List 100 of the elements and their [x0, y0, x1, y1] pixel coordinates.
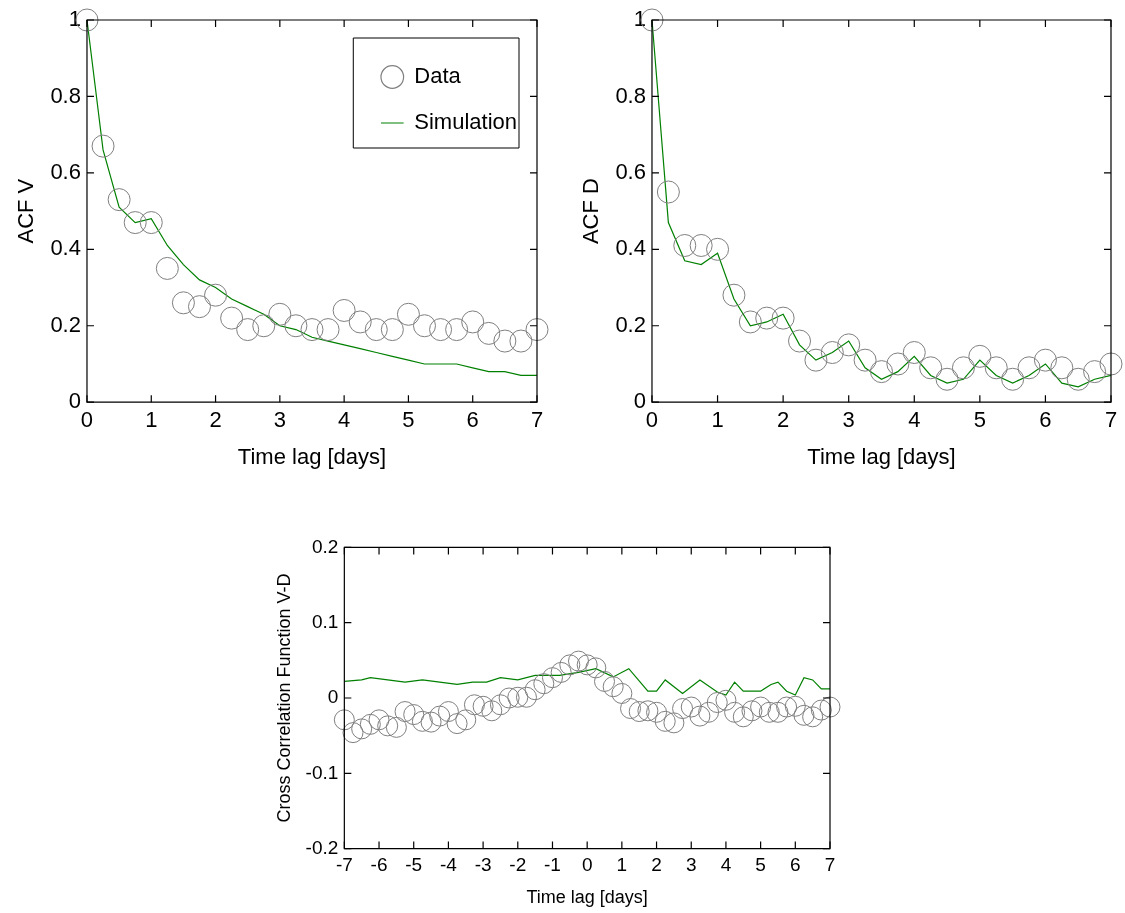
x-tick-label: 1 — [711, 407, 724, 433]
point — [493, 329, 517, 353]
point — [804, 348, 828, 372]
point — [628, 701, 650, 723]
point — [380, 318, 404, 342]
point — [515, 686, 537, 708]
point — [461, 310, 485, 334]
point — [525, 318, 549, 342]
x-tick-label: -2 — [509, 854, 527, 876]
point — [673, 234, 697, 257]
point — [268, 302, 292, 326]
point — [767, 701, 789, 723]
x-tick-label: 7 — [530, 407, 544, 433]
point — [869, 360, 893, 384]
x-axis-title: Time lag [days] — [526, 887, 648, 908]
point — [252, 314, 276, 338]
point — [411, 710, 433, 732]
point — [837, 333, 861, 357]
point — [724, 701, 746, 723]
point — [498, 687, 520, 709]
point — [420, 711, 442, 733]
point — [680, 696, 702, 718]
y-tick-label: 0 — [68, 388, 81, 414]
point — [585, 657, 607, 679]
point — [810, 699, 832, 721]
legend-label: Simulation — [414, 109, 517, 135]
point — [385, 716, 407, 738]
point — [463, 694, 485, 716]
point — [741, 700, 763, 722]
point — [368, 709, 390, 731]
y-tick-label: 0.2 — [311, 535, 339, 557]
point — [646, 701, 668, 723]
y-tick-label: 0 — [633, 388, 646, 414]
y-axis-title: Cross Correlation Function V-D — [273, 573, 294, 823]
point — [793, 704, 815, 726]
point — [507, 686, 529, 708]
point — [984, 356, 1008, 380]
point — [738, 310, 762, 334]
x-tick-label: 7 — [824, 854, 836, 876]
point — [481, 700, 503, 722]
point — [750, 696, 772, 718]
point — [107, 188, 131, 212]
point — [1083, 360, 1107, 384]
x-tick-label: 3 — [685, 854, 697, 876]
x-axis-title: Time lag [days] — [807, 443, 956, 469]
point — [509, 329, 533, 353]
y-tick-label: 0.8 — [50, 82, 81, 108]
point — [568, 650, 589, 672]
point — [123, 211, 147, 235]
point — [919, 356, 943, 380]
point — [204, 283, 228, 307]
x-tick-label: 2 — [209, 407, 222, 433]
legend-label: Data — [414, 63, 462, 89]
x-tick-label: 4 — [720, 854, 732, 876]
point — [91, 134, 115, 158]
point — [187, 295, 211, 319]
x-tick-label: 7 — [1104, 407, 1118, 433]
point — [715, 689, 737, 711]
point — [1033, 348, 1057, 372]
x-tick-label: 4 — [908, 407, 921, 433]
point — [541, 667, 563, 689]
point — [968, 344, 992, 368]
point — [758, 701, 780, 723]
point — [1001, 367, 1025, 391]
point — [396, 302, 420, 326]
point — [853, 348, 877, 372]
point — [351, 718, 373, 740]
y-tick-label: 1 — [68, 6, 81, 32]
x-tick-label: 1 — [145, 407, 158, 433]
x-tick-label: -1 — [544, 854, 561, 876]
point — [403, 704, 425, 726]
point — [1050, 356, 1074, 380]
x-tick-label: -3 — [474, 854, 492, 876]
point — [722, 283, 746, 307]
point — [776, 696, 798, 718]
point — [316, 318, 340, 342]
point — [594, 670, 616, 692]
point — [472, 695, 494, 717]
x-tick-label: -6 — [370, 854, 388, 876]
point — [429, 318, 453, 342]
x-tick-label: 0 — [581, 854, 593, 876]
y-tick-label: 0.1 — [311, 610, 339, 632]
y-tick-label: 0.4 — [50, 235, 81, 261]
y-axis-title: ACF V — [13, 178, 39, 244]
point — [445, 318, 469, 342]
point — [559, 654, 581, 676]
point — [446, 713, 468, 735]
x-tick-label: 5 — [973, 407, 986, 433]
y-tick-label: 0 — [327, 686, 339, 708]
x-tick-label: -4 — [439, 854, 458, 876]
point — [951, 356, 975, 380]
point — [359, 713, 381, 735]
y-tick-label: 0.6 — [50, 158, 81, 184]
x-tick-label: 4 — [338, 407, 351, 433]
point — [1066, 367, 1090, 391]
point — [654, 710, 676, 732]
x-tick-label: 3 — [842, 407, 855, 433]
point — [550, 661, 572, 683]
y-tick-label: 0.4 — [615, 235, 646, 261]
point — [886, 352, 910, 376]
